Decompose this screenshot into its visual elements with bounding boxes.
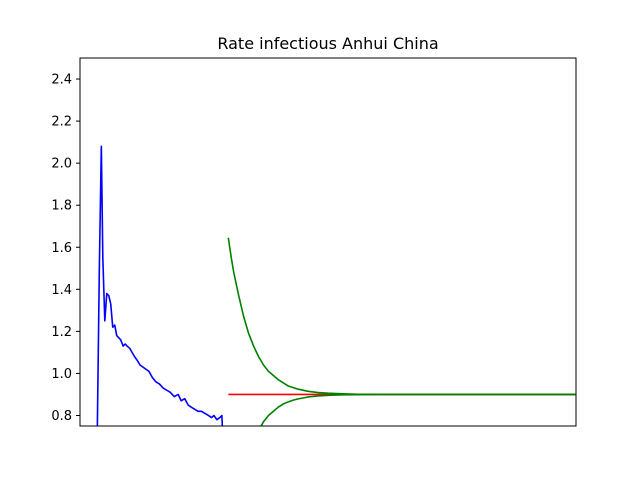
series-line-4 — [260, 393, 576, 426]
y-tick-label: 0.8 — [51, 409, 72, 424]
plot-area-frame — [79, 57, 577, 427]
y-tick-label: 1.2 — [51, 325, 72, 340]
y-tick-label: 1.8 — [51, 199, 72, 214]
y-axis: 0.8 1.0 1.2 1.4 1.6 1.8 2.0 2.2 2.4 — [51, 73, 80, 424]
y-tick-label: 2.4 — [51, 73, 72, 88]
series-line-1 — [96, 145, 224, 426]
y-tick-label: 1.0 — [51, 367, 72, 382]
series-layer — [96, 145, 576, 426]
y-tick-label: 1.6 — [51, 241, 72, 256]
y-tick-label: 2.2 — [51, 115, 72, 130]
y-tick-label: 1.4 — [51, 283, 72, 298]
y-tick-label: 2.0 — [51, 157, 72, 172]
chart-title: Rate infectious Anhui China — [217, 34, 438, 53]
